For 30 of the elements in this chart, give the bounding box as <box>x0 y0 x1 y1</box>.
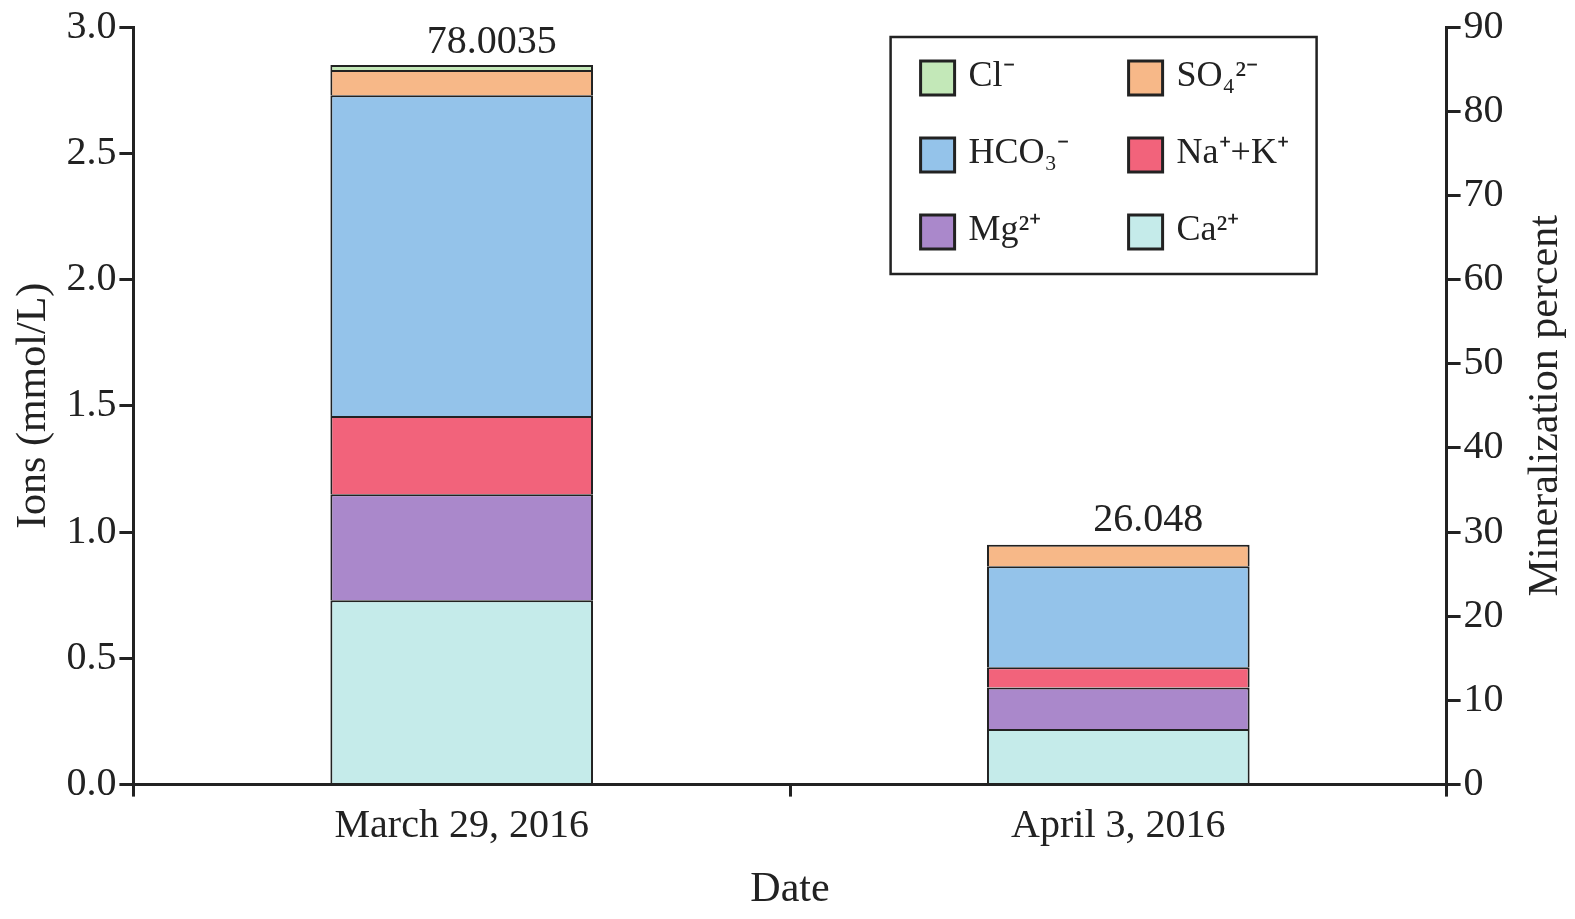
y-tick-label: 2.0 <box>66 254 117 300</box>
y2-tick-label: 30 <box>1463 506 1504 552</box>
y2-tick-label: 40 <box>1463 422 1504 468</box>
y2-tick-label: 50 <box>1463 338 1504 384</box>
legend-label: Cl⁻ <box>968 54 1015 95</box>
y-tick-label: 3.0 <box>66 1 117 47</box>
y2-tick-label: 10 <box>1463 674 1504 720</box>
y2-tick-label: 70 <box>1463 169 1504 215</box>
annotation: 26.048 <box>1093 494 1204 540</box>
y2-tick-label: 60 <box>1463 254 1504 300</box>
annotation: 78.0035 <box>426 17 557 63</box>
y-tick-label: 0.5 <box>66 632 117 678</box>
legend-label: Na⁺+K⁺ <box>1176 131 1289 172</box>
y-tick-label: 1.5 <box>66 380 117 426</box>
y-tick-label: 2.5 <box>66 127 117 173</box>
y2-tick-label: 0 <box>1463 759 1484 805</box>
y2-axis-title: Mineralization percent <box>1520 214 1567 597</box>
x-axis-title: Date <box>750 863 830 910</box>
legend-label: Ca²⁺ <box>1176 208 1240 249</box>
y-tick-label: 1.0 <box>66 506 117 552</box>
legend-label: Mg²⁺ <box>968 208 1042 249</box>
legend-label: SO₄²⁻ <box>1176 54 1258 95</box>
x-tick-label: March 29, 2016 <box>334 801 589 847</box>
y2-tick-label: 20 <box>1463 590 1504 636</box>
y2-tick-label: 80 <box>1463 85 1504 131</box>
y-tick-label: 0.0 <box>66 759 117 805</box>
legend-label: HCO₃⁻ <box>968 131 1070 172</box>
y2-tick-label: 90 <box>1463 1 1504 47</box>
x-tick-label: April 3, 2016 <box>1011 801 1226 847</box>
y-axis-title: Ions (mmol/L) <box>8 282 56 529</box>
